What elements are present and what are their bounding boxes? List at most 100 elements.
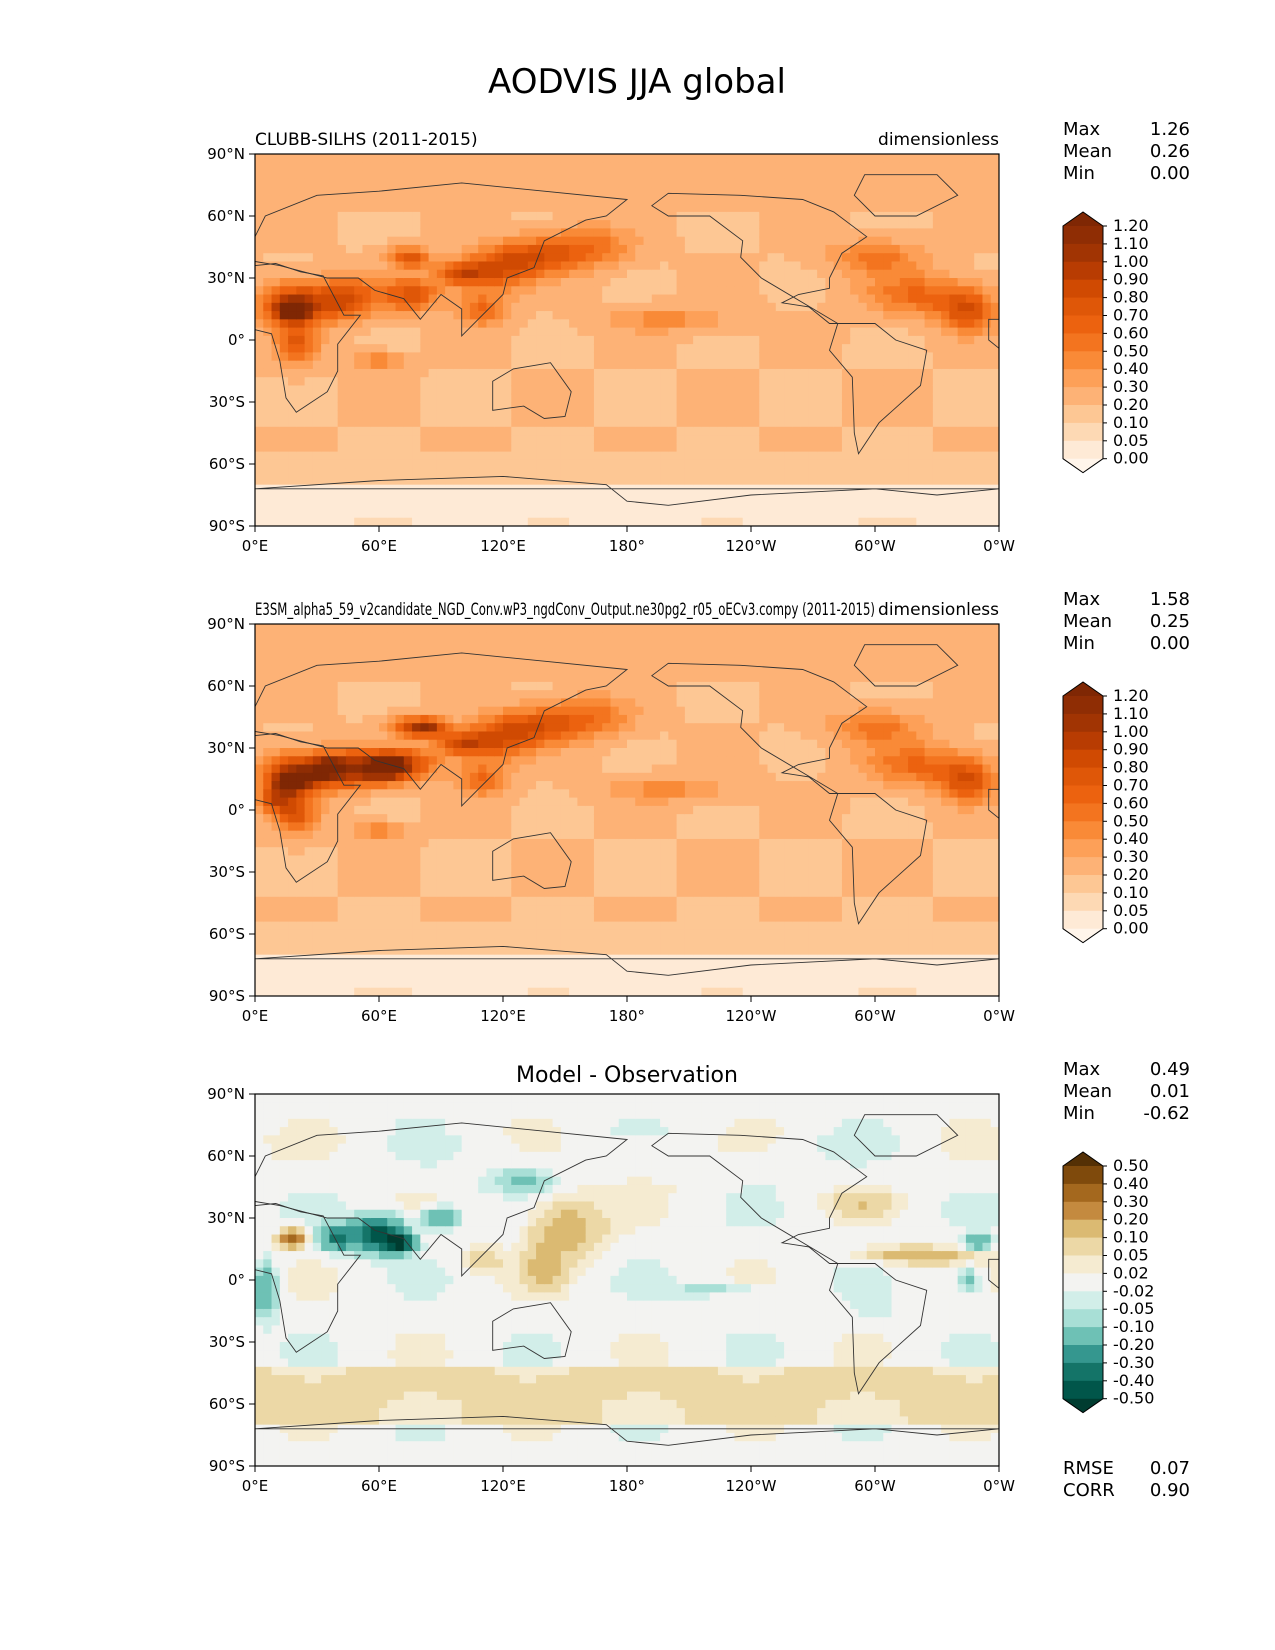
field-cell bbox=[742, 269, 752, 279]
field-cell bbox=[312, 459, 322, 469]
field-cell bbox=[610, 178, 620, 188]
field-cell bbox=[337, 624, 347, 633]
field-cell bbox=[519, 476, 529, 486]
field-cell bbox=[271, 294, 281, 304]
field-cell bbox=[511, 294, 521, 304]
field-cell bbox=[808, 228, 818, 238]
field-cell bbox=[965, 253, 975, 263]
colorbar-segment bbox=[1063, 351, 1103, 370]
field-cell bbox=[552, 410, 562, 420]
field-cell bbox=[370, 501, 380, 511]
field-cell bbox=[825, 451, 835, 461]
field-cell bbox=[527, 393, 537, 403]
field-cell bbox=[395, 162, 405, 172]
field-cell bbox=[354, 665, 364, 675]
field-cell bbox=[387, 962, 397, 972]
field-cell bbox=[990, 244, 999, 254]
field-cell bbox=[312, 632, 322, 642]
field-cell bbox=[263, 203, 273, 213]
field-cell bbox=[519, 286, 529, 296]
field-cell bbox=[428, 492, 438, 502]
field-cell bbox=[891, 154, 901, 163]
field-cell bbox=[908, 443, 917, 453]
field-cell bbox=[676, 459, 686, 469]
field-cell bbox=[899, 360, 909, 370]
field-cell bbox=[726, 402, 736, 411]
field-cell bbox=[990, 335, 999, 345]
field-cell bbox=[478, 178, 488, 188]
field-cell bbox=[494, 451, 504, 461]
field-cell bbox=[379, 640, 388, 650]
field-cell bbox=[263, 459, 273, 469]
field-cell bbox=[875, 435, 884, 444]
field-cell bbox=[775, 269, 785, 279]
field-cell bbox=[395, 847, 405, 857]
field-cell bbox=[428, 335, 438, 345]
field-cell bbox=[486, 418, 496, 428]
field-cell bbox=[511, 302, 521, 312]
field-cell bbox=[387, 665, 397, 675]
field-cell bbox=[428, 278, 438, 287]
field-cell bbox=[321, 772, 330, 782]
field-cell bbox=[866, 228, 876, 238]
field-cell bbox=[271, 657, 281, 666]
field-cell bbox=[577, 393, 587, 403]
field-cell bbox=[395, 335, 405, 345]
field-cell bbox=[957, 402, 967, 411]
field-cell bbox=[469, 426, 479, 436]
field-cell bbox=[841, 410, 851, 420]
field-cell bbox=[941, 410, 950, 420]
field-cell bbox=[808, 170, 818, 180]
field-cell bbox=[412, 195, 421, 205]
field-cell bbox=[494, 385, 504, 395]
field-cell bbox=[469, 459, 479, 469]
field-cell bbox=[792, 286, 802, 296]
field-cell bbox=[321, 979, 330, 989]
field-cell bbox=[387, 203, 397, 213]
field-cell bbox=[684, 402, 694, 411]
field-cell bbox=[296, 855, 306, 865]
field-cell bbox=[337, 905, 347, 914]
field-cell bbox=[271, 838, 281, 848]
field-cell bbox=[279, 872, 289, 881]
field-cell bbox=[544, 319, 554, 329]
field-cell bbox=[329, 360, 339, 370]
field-cell bbox=[924, 294, 934, 304]
field-cell bbox=[304, 714, 314, 724]
field-cell bbox=[296, 781, 306, 790]
field-cell bbox=[544, 220, 554, 229]
field-cell bbox=[271, 335, 281, 345]
field-cell bbox=[891, 377, 901, 387]
field-cell bbox=[379, 228, 388, 238]
field-cell bbox=[345, 302, 355, 312]
field-cell bbox=[519, 187, 529, 196]
field-cell bbox=[990, 294, 999, 304]
field-cell bbox=[428, 244, 438, 254]
field-cell bbox=[536, 211, 545, 221]
field-cell bbox=[784, 418, 793, 428]
field-cell bbox=[602, 360, 612, 370]
field-cell bbox=[453, 509, 463, 519]
field-cell bbox=[717, 385, 727, 395]
field-cell bbox=[883, 244, 893, 254]
field-cell bbox=[751, 228, 760, 238]
field-cell bbox=[395, 888, 405, 898]
field-cell bbox=[866, 286, 876, 296]
field-cell bbox=[965, 418, 975, 428]
field-cell bbox=[858, 451, 868, 461]
field-cell bbox=[288, 178, 297, 188]
field-cell bbox=[379, 756, 388, 766]
field-cell bbox=[693, 187, 702, 196]
field-cell bbox=[817, 360, 826, 370]
field-cell bbox=[775, 203, 785, 213]
field-cell bbox=[403, 739, 413, 749]
field-cell bbox=[560, 517, 570, 526]
field-cell bbox=[403, 698, 413, 708]
field-cell bbox=[676, 517, 686, 526]
field-cell bbox=[660, 261, 669, 271]
field-cell bbox=[701, 278, 711, 287]
field-cell bbox=[453, 294, 463, 304]
field-cell bbox=[684, 476, 694, 486]
field-cell bbox=[627, 253, 636, 263]
field-cell bbox=[833, 517, 843, 526]
